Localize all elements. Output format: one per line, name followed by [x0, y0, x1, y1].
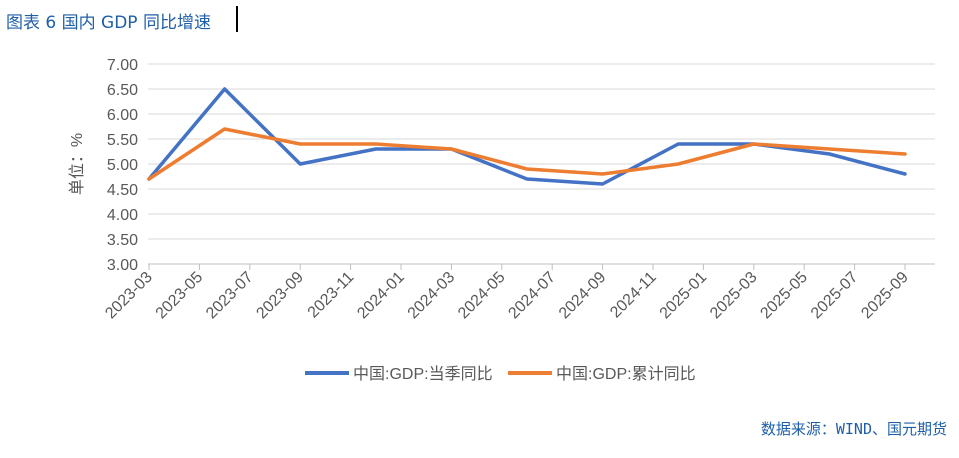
series-lines [147, 87, 907, 186]
x-tick-label: 2024-09 [556, 269, 610, 323]
y-tick-labels: 7.00 6.50 6.00 5.50 5.00 4.50 4.00 3.50 3.00 [107, 57, 138, 274]
x-tick-label: 2024-05 [455, 269, 509, 323]
y-tick-label: 5.00 [107, 157, 138, 174]
x-tick-label: 2023-09 [253, 269, 307, 323]
x-tick-label: 2025-03 [707, 269, 761, 323]
x-tick-label: 2024-07 [505, 269, 559, 323]
x-tick-label: 2023-07 [203, 269, 257, 323]
y-tick-label: 4.00 [107, 207, 138, 224]
legend-label: 中国:GDP:累计同比 [556, 365, 696, 383]
x-tick-labels: 2023-032023-052023-072023-092023-112024-… [102, 269, 912, 323]
x-axis [148, 263, 935, 270]
y-tick-label: 4.50 [107, 182, 138, 199]
y-tick-label: 5.50 [107, 132, 138, 149]
y-tick-label: 3.50 [107, 232, 138, 249]
x-tick-label: 2025-05 [757, 269, 811, 323]
x-tick-label: 2025-09 [858, 269, 912, 323]
x-tick-label: 2023-03 [102, 269, 156, 323]
line-chart: 7.00 6.50 6.00 5.50 5.00 4.50 4.00 3.50 3.00 202… [68, 57, 935, 383]
figure-title: 图表 6 国内 GDP 同比增速 [6, 13, 211, 33]
x-tick-label: 2025-01 [657, 269, 711, 323]
x-tick-label: 2024-11 [607, 269, 660, 322]
x-tick-label: 2024-03 [405, 269, 459, 323]
legend-label: 中国:GDP:当季同比 [353, 365, 493, 383]
x-tick-label: 2024-01 [354, 269, 408, 323]
y-axis-label: 单位：% [68, 133, 86, 195]
y-tick-label: 7.00 [107, 57, 138, 74]
y-tick-label: 6.00 [107, 107, 138, 124]
legend: 中国:GDP:当季同比 中国:GDP:累计同比 [305, 365, 696, 383]
y-tick-label: 3.00 [107, 257, 138, 274]
series-line-2 [147, 127, 907, 181]
source-note: 数据来源：WIND、国元期货 [760, 420, 947, 438]
y-tick-label: 6.50 [107, 82, 138, 99]
text-cursor [236, 6, 238, 32]
x-tick-label: 2023-11 [305, 269, 358, 322]
x-tick-label: 2023-05 [153, 269, 207, 323]
x-tick-label: 2025-07 [808, 269, 862, 323]
